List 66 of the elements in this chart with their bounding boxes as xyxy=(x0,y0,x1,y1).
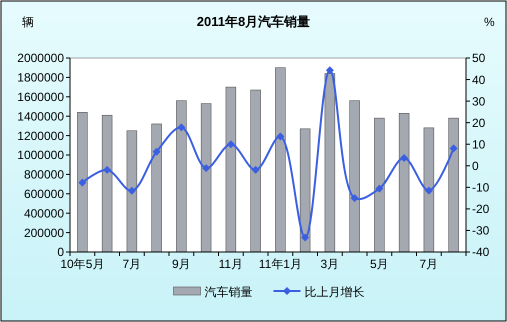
point xyxy=(252,166,260,174)
point xyxy=(375,184,384,193)
y-tick-label: 1400000 xyxy=(17,109,64,124)
y-tick-label: 1000000 xyxy=(17,148,64,162)
y2-tick-label: 30 xyxy=(472,94,486,108)
y-axis-title: 辆 xyxy=(22,15,34,29)
y2-tick-label: 40 xyxy=(472,72,486,87)
bar xyxy=(200,103,212,252)
point xyxy=(301,234,310,242)
y2-tick-label: 50 xyxy=(472,51,486,66)
x-tick-label: 7月 xyxy=(420,257,438,271)
point xyxy=(78,178,86,187)
point xyxy=(103,166,112,174)
y-tick-label: 1600000 xyxy=(17,90,64,104)
bar xyxy=(151,124,162,252)
point xyxy=(400,154,408,162)
bar xyxy=(126,130,138,252)
y-tick-label: 200000 xyxy=(24,226,64,240)
point xyxy=(152,148,161,156)
bar xyxy=(250,90,261,252)
bar xyxy=(424,128,434,252)
bar xyxy=(374,118,385,252)
y2-tick-label: -40 xyxy=(472,245,490,260)
y-tick-label: 400000 xyxy=(24,206,64,220)
y-tick-label: 1800000 xyxy=(17,70,64,85)
bar xyxy=(226,86,236,252)
x-tick-label: 7月 xyxy=(122,257,142,271)
legend-label: 比上月增长 xyxy=(304,285,364,300)
x-tick-label: 9月 xyxy=(172,257,191,271)
x-tick-label: 11月 xyxy=(218,257,244,271)
y2-tick-label: -30 xyxy=(472,224,490,238)
point xyxy=(226,140,235,148)
y-tick-label: 0 xyxy=(57,245,64,260)
point xyxy=(177,123,186,132)
y2-tick-label: -20 xyxy=(472,202,490,216)
point xyxy=(450,144,458,152)
x-tick-label: 5月 xyxy=(370,257,389,271)
bar xyxy=(176,100,187,252)
y2-axis-title: % xyxy=(484,15,495,29)
y2-tick-label: 0 xyxy=(472,158,479,173)
x-tick-label: 10年5月 xyxy=(60,257,104,271)
chart-title: 2011年8月汽车销量 xyxy=(196,14,310,29)
bar xyxy=(448,118,459,252)
point xyxy=(424,186,433,195)
y2-tick-label: -10 xyxy=(472,180,490,195)
bar xyxy=(275,67,286,252)
point xyxy=(202,164,210,172)
y-tick-label: 800000 xyxy=(24,168,64,182)
point xyxy=(326,66,334,74)
y2-tick-label: 10 xyxy=(472,137,486,152)
bar xyxy=(349,100,360,252)
y-tick-label: 600000 xyxy=(24,187,64,201)
point xyxy=(128,186,136,195)
bar xyxy=(102,114,112,252)
x-tick-label: 11年1月 xyxy=(258,257,302,271)
legend-label: 汽车销量 xyxy=(204,285,252,300)
bar xyxy=(324,73,336,252)
y-tick-label: 2000000 xyxy=(17,51,64,66)
x-tick-label: 3月 xyxy=(320,257,340,271)
point xyxy=(350,194,359,202)
y-tick-label: 1200000 xyxy=(17,128,64,143)
bar xyxy=(77,112,88,252)
bar xyxy=(398,112,410,252)
y2-tick-label: 20 xyxy=(472,116,486,130)
bar xyxy=(300,128,310,252)
point xyxy=(276,132,284,140)
